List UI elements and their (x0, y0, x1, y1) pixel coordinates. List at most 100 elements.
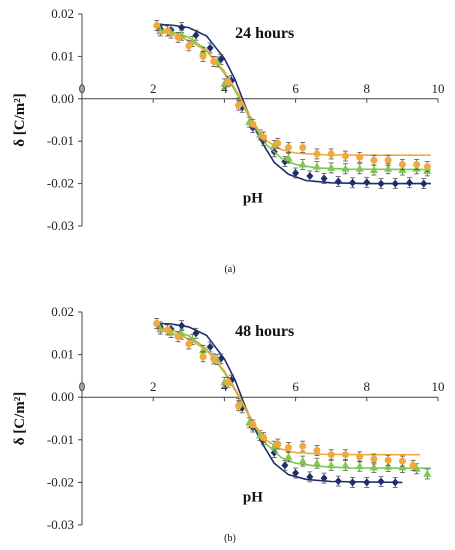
data-point (341, 460, 350, 469)
data-point (409, 461, 417, 469)
data-point (312, 458, 321, 467)
data-point (220, 79, 229, 87)
data-point (423, 163, 431, 171)
data-point (192, 329, 200, 338)
data-point (327, 451, 335, 459)
x-tick-label: 0 (79, 379, 86, 394)
data-point (284, 144, 292, 152)
series-2 (153, 318, 421, 471)
data-point (384, 156, 392, 164)
data-point (377, 179, 385, 188)
data-point (188, 335, 197, 343)
figure-caption: (a) (224, 264, 235, 275)
data-point (153, 21, 161, 29)
data-point (235, 402, 243, 410)
data-point (406, 178, 414, 187)
series-2 (153, 20, 431, 173)
data-point (224, 378, 232, 386)
data-point (174, 33, 182, 41)
data-point (349, 178, 357, 187)
data-point (398, 457, 406, 465)
data-point (341, 451, 349, 459)
data-point (292, 469, 300, 478)
data-point (341, 152, 349, 160)
time-annotation: 24 hours (235, 25, 294, 42)
data-point (298, 456, 307, 465)
y-tick-label: -0.03 (47, 517, 74, 532)
data-point (412, 464, 421, 472)
data-point (413, 161, 421, 169)
x-axis-label: pH (243, 191, 263, 207)
data-point (369, 462, 378, 471)
data-point (384, 462, 393, 470)
data-point (185, 42, 193, 50)
data-point (384, 456, 392, 464)
data-point (210, 355, 218, 363)
data-point (334, 477, 342, 486)
data-point (334, 177, 342, 186)
data-point (423, 469, 432, 477)
x-tick-label: 6 (292, 81, 299, 96)
data-point (312, 162, 321, 170)
data-point (355, 164, 364, 172)
y-tick-label: 0.01 (51, 347, 74, 362)
x-tick-label: 8 (364, 379, 371, 394)
y-tick-label: -0.03 (47, 218, 74, 233)
data-point (327, 460, 336, 469)
x-tick-label: 10 (432, 379, 445, 394)
y-tick-label: 0.01 (51, 48, 74, 63)
fit-curve (156, 322, 403, 484)
figure-caption: (b) (224, 533, 236, 544)
y-tick-label: -0.02 (47, 176, 74, 191)
data-point (292, 169, 300, 177)
series-0 (156, 320, 403, 488)
data-point (370, 455, 378, 463)
data-point (274, 139, 282, 147)
data-point (398, 462, 407, 471)
data-point (391, 179, 399, 188)
x-tick-label: 8 (364, 81, 371, 96)
data-point (377, 477, 385, 486)
y-tick-label: 0.00 (51, 91, 74, 106)
y-tick-label: -0.01 (47, 432, 74, 447)
data-point (355, 461, 364, 470)
data-point (298, 160, 307, 168)
data-point (153, 320, 161, 328)
data-point (224, 78, 232, 86)
x-axis-label: pH (243, 490, 263, 506)
data-point (369, 165, 378, 174)
data-point (349, 478, 357, 487)
data-point (306, 472, 314, 481)
x-tick-label: 10 (432, 81, 445, 96)
data-point (249, 421, 257, 429)
data-point (391, 478, 399, 487)
data-point (284, 443, 292, 451)
data-point (199, 353, 207, 361)
data-point (206, 342, 214, 351)
data-point (327, 150, 335, 158)
data-point (281, 461, 289, 470)
series-1 (156, 323, 432, 480)
data-point (363, 178, 371, 187)
data-point (299, 144, 307, 152)
data-point (284, 153, 293, 162)
fit-curve (156, 328, 421, 456)
data-point (320, 474, 328, 483)
data-point (420, 179, 428, 188)
data-point (356, 153, 364, 161)
data-point (185, 340, 193, 348)
data-point (235, 101, 243, 109)
data-point (249, 120, 257, 128)
data-point (299, 442, 307, 450)
data-point (370, 156, 378, 164)
data-point (210, 57, 218, 65)
data-point (274, 440, 282, 448)
data-point (356, 453, 364, 461)
y-axis-label: δ [C/m²] (12, 93, 28, 147)
x-tick-label: 2 (150, 379, 157, 394)
chart-panel-b: 0.020.010.00-0.01-0.02-0.030 2 4 6 8 10δ [C/m… (12, 304, 445, 544)
data-point (192, 31, 200, 40)
data-point (260, 133, 268, 141)
y-tick-label: 0.00 (51, 389, 74, 404)
data-point (163, 326, 171, 334)
